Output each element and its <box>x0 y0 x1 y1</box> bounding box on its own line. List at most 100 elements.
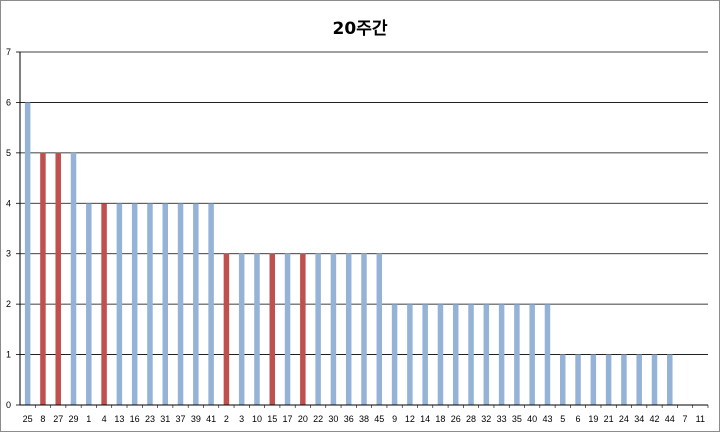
x-tick-label: 24 <box>619 414 629 424</box>
y-tick-label: 7 <box>6 47 11 57</box>
x-tick-label: 32 <box>481 414 491 424</box>
x-tick-label: 22 <box>313 414 323 424</box>
bar-26 <box>452 304 459 405</box>
x-tick-label: 42 <box>649 414 659 424</box>
x-tick-label: 36 <box>344 414 354 424</box>
bar-5 <box>560 354 566 405</box>
x-tick-label: 34 <box>634 414 644 424</box>
x-tick-label: 19 <box>588 414 598 424</box>
y-tick-label: 3 <box>6 249 11 259</box>
bar-33 <box>498 304 505 405</box>
chart-title: 20주간 <box>332 19 388 39</box>
x-tick-label: 23 <box>145 414 155 424</box>
y-axis-ticks: 0 1 2 3 4 5 6 7 <box>6 47 11 410</box>
x-tick-label: 30 <box>328 414 338 424</box>
x-tick-label: 38 <box>359 414 369 424</box>
bar-39 <box>193 203 199 405</box>
x-tick-label: 17 <box>283 414 293 424</box>
bar-35 <box>514 304 520 405</box>
x-tick-label: 18 <box>435 414 445 424</box>
y-tick-label: 5 <box>6 148 11 158</box>
x-tick-label: 7 <box>683 414 688 424</box>
x-tick-label: 15 <box>267 414 277 424</box>
x-tick-label: 43 <box>542 414 552 424</box>
bar-23 <box>147 203 153 405</box>
bar-28 <box>468 304 474 405</box>
x-tick-label: 13 <box>114 414 124 424</box>
bar-41 <box>208 203 214 405</box>
bar-25 <box>24 102 31 405</box>
x-tick-label: 21 <box>604 414 614 424</box>
x-tick-label: 1 <box>86 414 91 424</box>
bar-9 <box>391 304 398 405</box>
y-tick-label: 6 <box>6 97 11 107</box>
bar-16 <box>131 203 138 405</box>
bar-27 <box>55 152 61 405</box>
bar-13 <box>116 203 123 405</box>
bar-18 <box>437 304 444 405</box>
x-tick-label: 25 <box>23 414 33 424</box>
bar-6 <box>575 354 581 405</box>
x-tick-label: 3 <box>239 414 244 424</box>
bar-19 <box>590 354 597 405</box>
bar-40 <box>529 304 535 405</box>
bar-36 <box>345 253 352 405</box>
x-tick-label: 8 <box>40 414 45 424</box>
x-tick-label: 26 <box>451 414 461 424</box>
bar-21 <box>605 354 612 405</box>
x-tick-label: 10 <box>252 414 262 424</box>
x-tick-label: 6 <box>576 414 581 424</box>
x-tick-label: 12 <box>405 414 415 424</box>
bar-37 <box>177 203 184 405</box>
x-tick-label: 4 <box>102 414 107 424</box>
y-tick-label: 1 <box>6 350 11 360</box>
bar-8 <box>40 152 46 405</box>
x-tick-label: 2 <box>224 414 229 424</box>
bar-24 <box>621 354 627 405</box>
bar-44 <box>667 354 673 405</box>
x-tick-label: 33 <box>497 414 507 424</box>
x-tick-label: 39 <box>191 414 201 424</box>
x-axis-ticks: 25 8 27 29 1 4 13 16 23 31 37 39 41 2 3 10 15 17 20 22 30 36 3… <box>23 414 705 424</box>
bars <box>24 102 673 405</box>
x-tick-label: 20 <box>298 414 308 424</box>
bar-1 <box>86 203 92 405</box>
bar-22 <box>315 253 321 405</box>
bar-31 <box>162 203 168 405</box>
y-tick-label: 2 <box>6 299 11 309</box>
x-tick-label: 35 <box>512 414 522 424</box>
y-tick-label: 4 <box>6 198 11 208</box>
bar-45 <box>376 253 383 405</box>
x-tick-label: 28 <box>466 414 476 424</box>
x-tick-label: 37 <box>176 414 186 424</box>
bar-38 <box>361 253 367 405</box>
x-tick-label: 29 <box>69 414 79 424</box>
x-tick-label: 40 <box>527 414 537 424</box>
bar-12 <box>407 304 413 405</box>
bar-34 <box>636 354 642 405</box>
bar-29 <box>70 152 77 405</box>
bar-30 <box>330 253 337 405</box>
bar-42 <box>651 354 658 405</box>
bar-43 <box>544 304 551 405</box>
bar-3 <box>238 253 245 405</box>
x-tick-label: 9 <box>392 414 397 424</box>
bar-2 <box>223 253 230 405</box>
x-tick-label: 45 <box>374 414 384 424</box>
x-tick-label: 16 <box>130 414 140 424</box>
bar-10 <box>254 253 260 405</box>
x-tick-label: 31 <box>160 414 170 424</box>
bar-14 <box>422 304 428 405</box>
bar-20 <box>300 253 306 405</box>
x-tick-label: 44 <box>665 414 675 424</box>
bar-4 <box>101 203 107 405</box>
bar-17 <box>284 253 291 405</box>
x-tick-label: 41 <box>206 414 216 424</box>
y-tick-label: 0 <box>6 400 11 410</box>
x-tick-label: 5 <box>560 414 565 424</box>
bar-32 <box>483 304 490 405</box>
bar-15 <box>269 253 276 405</box>
x-tick-label: 14 <box>420 414 430 424</box>
x-tick-label: 27 <box>53 414 63 424</box>
